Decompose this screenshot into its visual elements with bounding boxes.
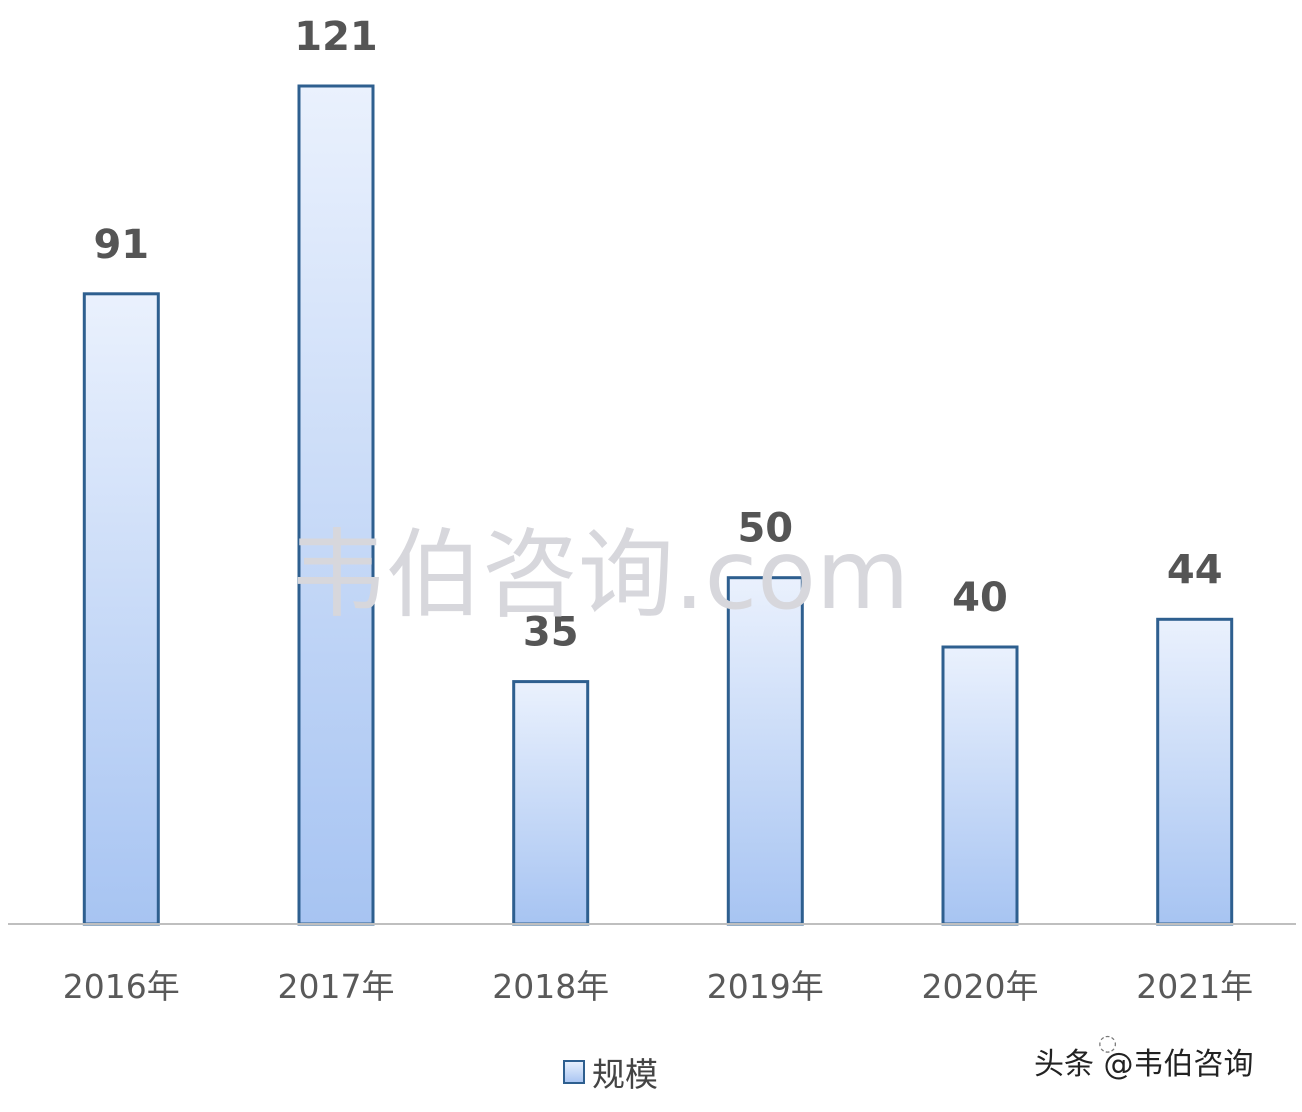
legend-swatch <box>563 1060 585 1084</box>
x-tick-label-2016年: 2016年 <box>63 967 180 1006</box>
x-tick-label-2018年: 2018年 <box>492 967 609 1006</box>
x-tick-label-2021年: 2021年 <box>1136 967 1253 1006</box>
data-label-2016年: 91 <box>93 222 149 268</box>
bar-2020年 <box>941 645 1019 926</box>
x-tick-label-2020年: 2020年 <box>922 967 1039 1006</box>
data-label-2020年: 40 <box>952 575 1008 621</box>
credit-badge: ◌ 头条 @韦伯咨询 <box>1034 1031 1254 1082</box>
chat-bubble-icon: ◌ <box>1098 1031 1117 1056</box>
x-tick-label-2019年: 2019年 <box>707 967 824 1006</box>
data-label-2018年: 35 <box>523 610 579 656</box>
bar-2019年 <box>726 576 804 926</box>
legend-label: 规模 <box>592 1055 658 1094</box>
credit-text: 头条 @韦伯咨询 <box>1034 1047 1254 1082</box>
x-tick-label-2017年: 2017年 <box>278 967 395 1006</box>
watermark: 韦伯咨询.com <box>290 519 910 631</box>
bar-2017年 <box>297 84 375 926</box>
bar-2018年 <box>512 680 590 926</box>
bar-2021年 <box>1156 617 1234 926</box>
data-label-2017年: 121 <box>294 14 378 60</box>
bar-2016年 <box>82 292 160 926</box>
data-label-2021年: 44 <box>1167 547 1223 593</box>
legend: 规模 <box>563 1055 658 1094</box>
data-label-2019年: 50 <box>737 506 793 552</box>
